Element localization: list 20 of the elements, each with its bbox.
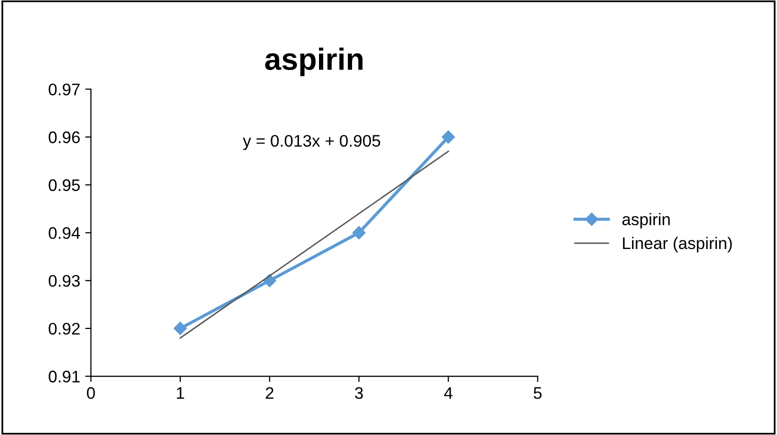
x-tick-label: 0 (86, 387, 95, 399)
legend-label: Linear (aspirin) (623, 236, 732, 252)
x-tick-label: 4 (444, 387, 452, 399)
y-tick-label: 0.93 (48, 274, 80, 287)
annotation: y = 0.013x + 0.905 (242, 134, 380, 150)
y-tick-label: 0.95 (48, 179, 80, 192)
point (442, 130, 455, 144)
legend-label: aspirin (622, 213, 670, 229)
y-tick-label: 0.92 (48, 322, 80, 335)
y-tick-label: 0.94 (48, 227, 80, 239)
chart-title: aspirin (265, 48, 362, 76)
y-tick-label: 0.91 (48, 370, 80, 382)
x-tick-label: 3 (354, 387, 363, 399)
y-tick-label: 0.97 (48, 84, 80, 96)
point (174, 322, 187, 336)
y-tick-label: 0.96 (48, 131, 80, 144)
x-tick-label: 1 (176, 387, 184, 399)
x-tick-label: 5 (534, 387, 542, 399)
point (352, 226, 366, 240)
x-tick-label: 2 (266, 387, 274, 399)
